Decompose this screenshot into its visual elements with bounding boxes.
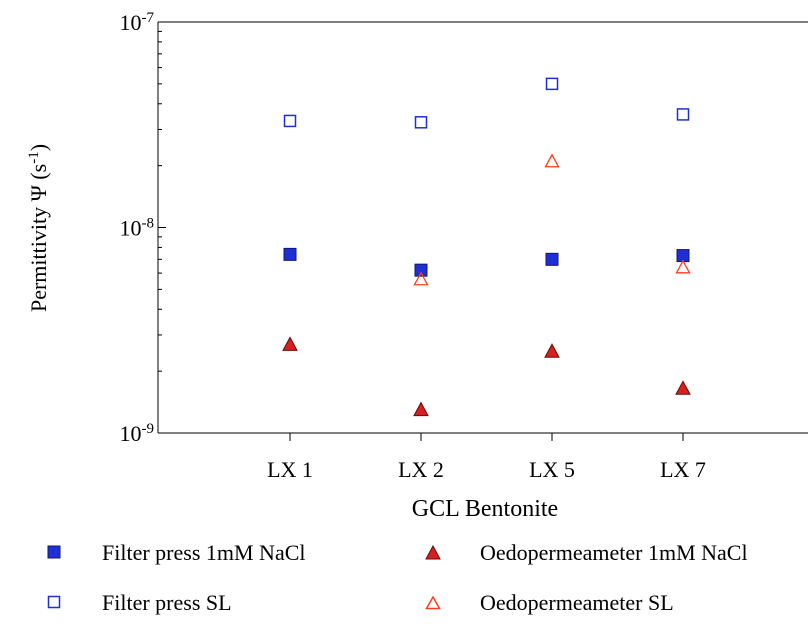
legend-label: Oedopermeameter 1mM NaCl — [480, 540, 748, 565]
series-3 — [413, 153, 691, 286]
data-point — [283, 114, 297, 128]
open-triangle-marker-icon — [418, 588, 448, 618]
data-point — [675, 380, 691, 395]
legend: Filter press 1mM NaCl Oedopermeameter 1m… — [0, 530, 808, 626]
legend-item-series-3: Oedopermeameter SL — [418, 588, 674, 618]
filled-square-marker-icon — [40, 538, 70, 568]
series-0 — [283, 247, 690, 277]
data-point — [676, 108, 690, 121]
legend-item-series-0: Filter press 1mM NaCl — [40, 538, 306, 568]
y-tick-label: 10-9 — [120, 421, 155, 446]
x-tick-label: LX 1 — [267, 457, 313, 482]
y-axis-title-sup: -1 — [26, 151, 42, 164]
open-square-marker-icon — [40, 588, 70, 618]
data-point — [545, 77, 559, 91]
x-tick-label: LX 7 — [660, 457, 706, 482]
chart-axes — [157, 21, 808, 434]
legend-label: Oedopermeameter SL — [480, 590, 674, 615]
data-point — [283, 247, 297, 261]
legend-item-series-1: Oedopermeameter 1mM NaCl — [418, 538, 748, 568]
y-axis-title-end: ) — [26, 144, 51, 151]
y-axis-title: Permittivity Ψ (s-1) — [26, 144, 51, 312]
data-point — [414, 263, 428, 277]
chart: 10-7 10-8 10-9 LX 1 LX 2 LX 5 LX 7 GCL Bentoni… — [26, 10, 808, 522]
series-2 — [283, 77, 690, 129]
y-tick-label: 10-8 — [120, 216, 155, 241]
data-point — [544, 343, 560, 358]
data-point — [413, 271, 429, 286]
y-tick-label: 10-7 — [120, 10, 155, 35]
filled-triangle-marker-icon — [418, 538, 448, 568]
x-axis-title: GCL Bentonite — [412, 496, 558, 522]
x-tick-label: LX 2 — [398, 457, 444, 482]
chart-ticks: 10-7 10-8 10-9 LX 1 LX 2 LX 5 LX 7 — [120, 10, 706, 482]
data-point — [282, 336, 298, 351]
data-point — [414, 116, 428, 129]
legend-label: Filter press SL — [102, 590, 232, 615]
data-point — [675, 259, 691, 274]
y-axis-title-main: Permittivity Ψ (s — [26, 164, 51, 312]
legend-label: Filter press 1mM NaCl — [102, 540, 306, 565]
data-point — [544, 153, 560, 168]
data-point — [545, 252, 559, 266]
x-tick-label: LX 5 — [529, 457, 575, 482]
chart-marks — [282, 77, 691, 417]
legend-item-series-2: Filter press SL — [40, 588, 232, 618]
data-point — [413, 401, 429, 417]
series-1 — [282, 336, 691, 417]
